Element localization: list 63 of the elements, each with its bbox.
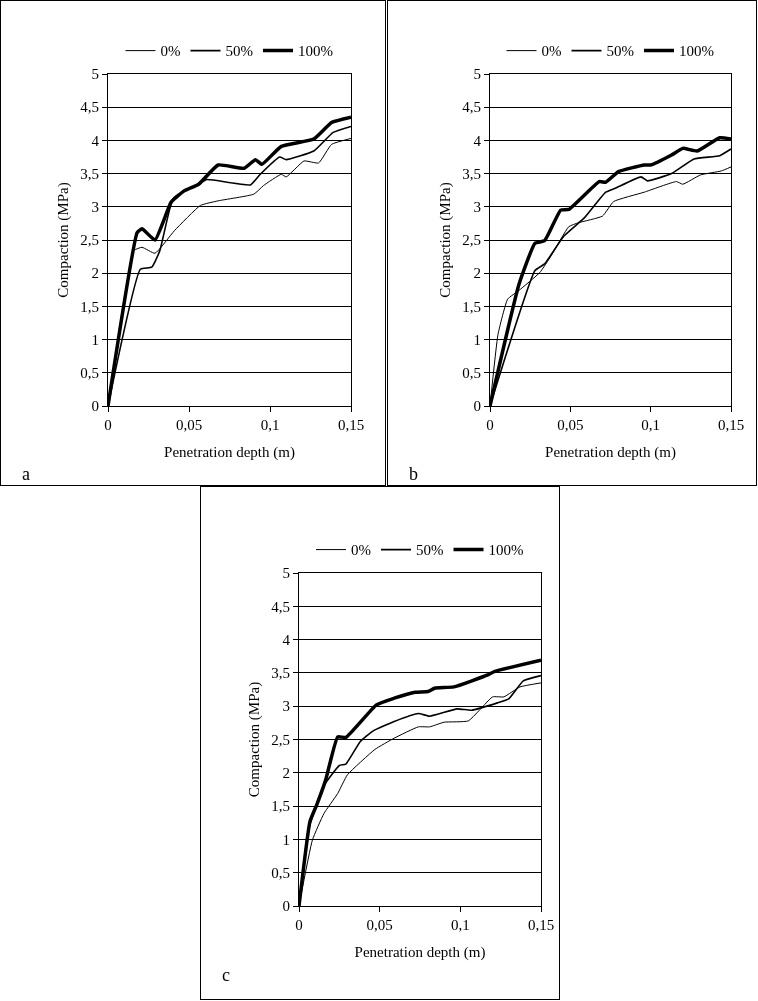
y-tick-label: 4 bbox=[91, 132, 100, 149]
y-tick-label: 3,5 bbox=[80, 165, 99, 182]
y-tick-label: 2 bbox=[282, 765, 290, 782]
y-axis-title: Compaction (MPa) bbox=[54, 182, 72, 298]
y-tick-label: 3,5 bbox=[271, 665, 290, 682]
x-tick-label: 0,15 bbox=[527, 917, 555, 933]
y-tick-label: 2 bbox=[91, 265, 99, 282]
y-tick-label: 5 bbox=[473, 66, 481, 83]
x-axis-title: Penetration depth (m) bbox=[354, 944, 486, 961]
y-tick-label: 4,5 bbox=[80, 99, 99, 116]
y-tick-label: 0,5 bbox=[80, 365, 99, 382]
x-tick-label: 0,05 bbox=[557, 417, 584, 433]
text: b bbox=[409, 464, 418, 484]
y-tick-label: 5 bbox=[91, 66, 99, 83]
y-tick-label: 0 bbox=[91, 398, 99, 415]
y-tick-label: 3 bbox=[282, 698, 290, 715]
y-tick-label: 3 bbox=[91, 199, 99, 216]
y-tick-label: 2 bbox=[473, 265, 481, 282]
legend-label: 50% bbox=[606, 43, 634, 60]
x-tick-label: 0 bbox=[295, 917, 303, 933]
y-tick-label: 0 bbox=[282, 898, 290, 915]
y-tick-label: 4 bbox=[473, 132, 482, 149]
y-tick-label: 2,5 bbox=[80, 232, 99, 249]
y-tick-label: 1 bbox=[91, 331, 99, 348]
text: c bbox=[222, 965, 230, 985]
x-axis-title: Penetration depth (m) bbox=[164, 444, 295, 461]
y-axis-title: Compaction (MPa) bbox=[245, 681, 263, 798]
legend-label: 100% bbox=[298, 43, 333, 60]
legend-label: 100% bbox=[488, 542, 524, 559]
legend-label: 100% bbox=[679, 43, 714, 60]
y-tick-label: 0,5 bbox=[271, 864, 290, 881]
y-axis-title: Compaction (MPa) bbox=[436, 182, 454, 298]
legend-label: 0% bbox=[160, 43, 181, 60]
y-tick-label: 1 bbox=[473, 331, 481, 348]
text: a bbox=[22, 464, 30, 484]
x-tick-label: 0 bbox=[104, 417, 112, 433]
y-tick-label: 4,5 bbox=[462, 99, 481, 116]
x-tick-label: 0,1 bbox=[641, 417, 661, 433]
x-tick-label: 0,15 bbox=[717, 417, 745, 433]
x-tick-label: 0 bbox=[486, 417, 494, 433]
y-tick-label: 4,5 bbox=[271, 598, 290, 615]
y-tick-label: 0,5 bbox=[462, 365, 481, 382]
y-tick-label: 4 bbox=[282, 631, 291, 648]
y-tick-label: 3,5 bbox=[462, 165, 481, 182]
x-tick-label: 0,05 bbox=[366, 917, 393, 933]
legend-label: 50% bbox=[225, 43, 253, 60]
y-tick-label: 1,5 bbox=[80, 298, 99, 315]
x-tick-label: 0,1 bbox=[450, 917, 470, 933]
legend-label: 0% bbox=[351, 542, 371, 559]
legend-label: 0% bbox=[541, 43, 562, 60]
y-tick-label: 1,5 bbox=[462, 298, 481, 315]
y-tick-label: 2,5 bbox=[462, 232, 481, 249]
x-tick-label: 0,1 bbox=[260, 417, 280, 433]
x-tick-label: 0,15 bbox=[337, 417, 365, 433]
x-tick-label: 0,05 bbox=[175, 417, 203, 433]
legend-label: 50% bbox=[416, 542, 444, 559]
y-tick-label: 1,5 bbox=[271, 798, 290, 815]
y-tick-label: 0 bbox=[473, 398, 481, 415]
y-tick-label: 3 bbox=[473, 199, 481, 216]
x-axis-title: Penetration depth (m) bbox=[545, 444, 676, 461]
y-tick-label: 1 bbox=[282, 831, 290, 848]
y-tick-label: 5 bbox=[282, 565, 290, 582]
y-tick-label: 2,5 bbox=[271, 731, 290, 748]
